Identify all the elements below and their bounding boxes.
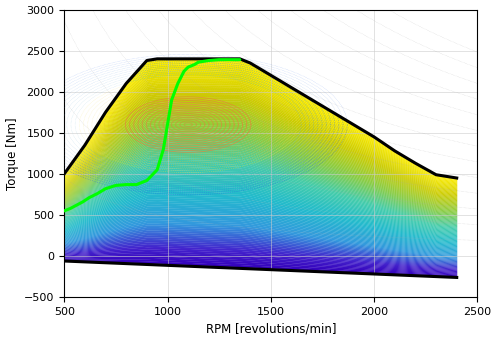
- X-axis label: RPM [revolutions/min]: RPM [revolutions/min]: [206, 323, 336, 336]
- Y-axis label: Torque [Nm]: Torque [Nm]: [5, 117, 18, 190]
